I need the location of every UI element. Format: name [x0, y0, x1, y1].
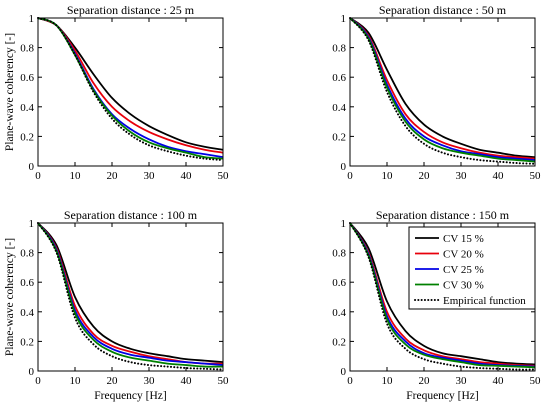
chart-panel-1: Separation distance : 25 m 0 10 20 30 40 50 0 0.…: [4, 3, 229, 182]
y-tick-label: 1: [29, 13, 35, 25]
series-line-cv-30: [37, 17, 224, 160]
series-line-cv-20: [349, 17, 536, 160]
plot-frame: [349, 17, 536, 167]
x-tick-label: 30: [144, 375, 156, 387]
y-tick-label: 0.4: [20, 307, 34, 319]
legend-entry: CV 25 %: [443, 264, 484, 276]
y-axis-label: Plane-wave coherency [-]: [4, 238, 16, 356]
y-tick-label: 0.2: [332, 336, 346, 348]
series-line-cv-30: [37, 222, 224, 368]
x-tick-label: 50: [530, 170, 542, 182]
x-tick-label: 50: [218, 375, 230, 387]
x-tick-label: 30: [456, 375, 468, 387]
chart-title: Separation distance : 25 m: [67, 3, 195, 17]
x-tick-label: 0: [35, 375, 41, 387]
x-tick-label: 0: [347, 375, 353, 387]
y-tick-label: 0.2: [20, 336, 34, 348]
y-tick-label: 0: [341, 161, 347, 173]
y-tick-label: 0.8: [332, 248, 346, 260]
x-axis-label: Frequency [Hz]: [94, 390, 166, 402]
series-line-empirical-function: [37, 17, 224, 162]
series-line-cv-30: [349, 222, 536, 369]
y-tick-label: 0.2: [332, 131, 346, 143]
x-tick-label: 40: [181, 170, 193, 182]
series-line-cv-25: [349, 17, 536, 161]
legend-entry: CV 15 %: [443, 233, 484, 245]
y-tick-label: 0: [29, 366, 35, 378]
series-line-empirical-function: [349, 222, 536, 371]
x-tick-label: 40: [493, 375, 505, 387]
x-tick-label: 0: [35, 170, 41, 182]
x-tick-label: 20: [419, 170, 431, 182]
x-tick-label: 10: [70, 170, 82, 182]
legend-entry: CV 30 %: [443, 280, 484, 292]
chart-panel-3: Separation distance : 100 m 0 10 20 30 40 50 0 0…: [4, 208, 229, 402]
x-tick-label: 40: [181, 375, 193, 387]
chart-title: Separation distance : 150 m: [376, 208, 510, 222]
x-tick-label: 10: [382, 375, 394, 387]
series-line-empirical-function: [37, 222, 224, 371]
y-tick-label: 0.4: [332, 102, 346, 114]
plot-frame: [37, 222, 224, 372]
series-line-cv-15: [349, 222, 536, 366]
y-axis-label: Plane-wave coherency [-]: [4, 33, 16, 151]
y-tick-label: 1: [341, 13, 347, 25]
y-tick-label: 0.8: [332, 43, 346, 55]
chart-panel-2: Separation distance : 50 m 0 10 20 30 40 50 0 0.…: [332, 3, 541, 182]
x-tick-label: 20: [107, 375, 119, 387]
series-line-cv-30: [349, 17, 536, 163]
y-tick-label: 0.8: [20, 248, 34, 260]
chart-title: Separation distance : 100 m: [64, 208, 198, 222]
y-tick-label: 0: [341, 366, 347, 378]
x-tick-label: 30: [456, 170, 468, 182]
series-line-cv-20: [37, 17, 224, 154]
legend-entry: Empirical function: [443, 295, 526, 307]
y-tick-label: 0.4: [20, 102, 34, 114]
legend-box: [408, 226, 536, 310]
y-tick-label: 1: [29, 218, 35, 230]
series-line-empirical-function: [349, 17, 536, 165]
y-tick-label: 0.8: [20, 43, 34, 55]
series-line-cv-20: [349, 222, 536, 367]
x-tick-label: 50: [530, 375, 542, 387]
y-tick-label: 0.6: [20, 72, 34, 84]
series-line-cv-25: [37, 222, 224, 366]
chart-title: Separation distance : 50 m: [379, 3, 507, 17]
y-tick-label: 1: [341, 218, 347, 230]
y-tick-label: 0.2: [20, 131, 34, 143]
plot-frame: [37, 17, 224, 167]
x-tick-label: 0: [347, 170, 353, 182]
x-tick-label: 20: [107, 170, 119, 182]
x-axis-label: Frequency [Hz]: [406, 390, 478, 402]
x-tick-label: 10: [70, 375, 82, 387]
series-line-cv-15: [37, 222, 224, 364]
x-tick-label: 30: [144, 170, 156, 182]
y-tick-label: 0.4: [332, 307, 346, 319]
x-tick-label: 50: [218, 170, 230, 182]
y-tick-label: 0.6: [332, 277, 346, 289]
series-line-cv-15: [37, 17, 224, 151]
x-tick-label: 20: [419, 375, 431, 387]
y-tick-label: 0: [29, 161, 35, 173]
series-line-cv-15: [349, 17, 536, 159]
legend: CV 15 % CV 20 % CV 25 % CV 30 % Empirical fu…: [408, 226, 536, 310]
y-tick-label: 0.6: [20, 277, 34, 289]
chart-panel-4: Separation distance : 150 m 0 10 20 30 40 50 0 0…: [332, 208, 541, 402]
x-tick-label: 10: [382, 170, 394, 182]
y-tick-label: 0.6: [332, 72, 346, 84]
legend-entry: CV 20 %: [443, 249, 484, 261]
series-line-cv-20: [37, 222, 224, 365]
x-tick-label: 40: [493, 170, 505, 182]
